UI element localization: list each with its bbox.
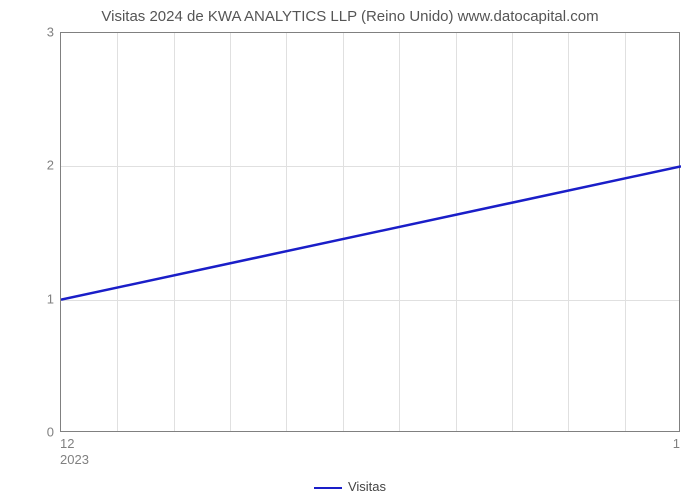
y-tick-label: 2: [34, 158, 54, 173]
legend-swatch: [314, 487, 342, 489]
legend: Visitas: [0, 479, 700, 494]
y-tick-label: 1: [34, 291, 54, 306]
x-tick-label-year: 2023: [60, 452, 89, 467]
plot-area: [60, 32, 680, 432]
line-series: [61, 33, 681, 433]
chart-title: Visitas 2024 de KWA ANALYTICS LLP (Reino…: [0, 8, 700, 25]
x-tick-label: 1: [673, 436, 680, 451]
y-tick-label: 0: [34, 425, 54, 440]
legend-label: Visitas: [348, 479, 386, 494]
x-tick-label: 12: [60, 436, 74, 451]
y-tick-label: 3: [34, 25, 54, 40]
